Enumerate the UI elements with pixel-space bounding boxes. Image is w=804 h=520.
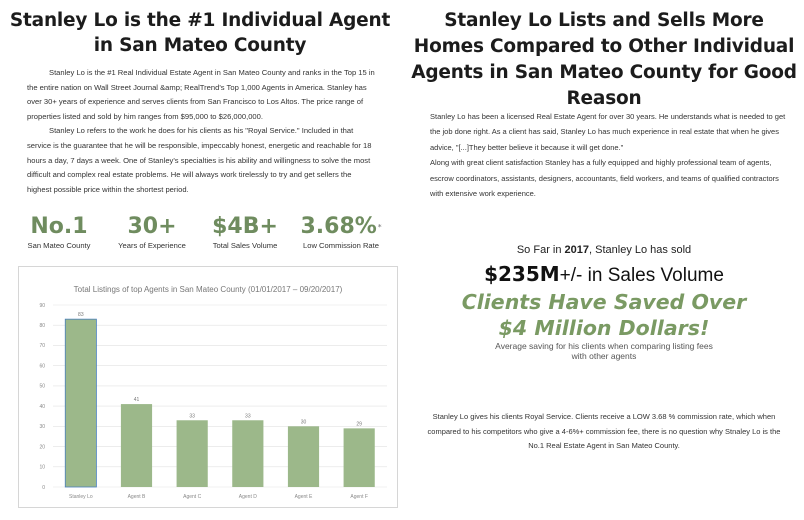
y-tick-label: 90 [39, 303, 45, 309]
chart-bar [120, 404, 153, 487]
stat-experience-value: 30+ [127, 214, 177, 239]
stat-sales-volume-value: $4B+ [212, 214, 278, 239]
stat-experience: 30+ Years of Experience [108, 214, 196, 252]
stat-sales-volume-label: Total Sales Volume [212, 241, 278, 250]
left-column: Stanley Lo is the #1 Individual Agent in… [0, 0, 400, 520]
bar-value-label: 41 [134, 397, 140, 403]
y-tick-label: 80 [39, 323, 45, 329]
y-tick-label: 50 [39, 384, 45, 390]
right-heading: Stanley Lo Lists and Sells More Homes Co… [411, 10, 797, 109]
bar-value-label: 33 [189, 413, 195, 419]
stats-row: No.1 San Mateo County 30+ Years of Exper… [16, 214, 396, 254]
royal-service-paragraph: Stanley Lo gives his clients Royal Servi… [427, 412, 781, 450]
category-label: Agent B [128, 494, 146, 500]
right-intro: Stanley Lo has been a licensed Real Esta… [430, 109, 790, 201]
category-label: Agent E [295, 494, 313, 500]
stat-commission-value: 3.68%* [292, 214, 390, 240]
category-label: Agent D [239, 494, 257, 500]
stat-commission-marker: * [377, 223, 382, 231]
chart-bar [64, 318, 97, 488]
stat-commission-label: Low Commission Rate [303, 241, 379, 250]
sales-suffix: +/- in Sales Volume [559, 265, 724, 286]
bar-value-label: 33 [245, 413, 251, 419]
sofar-suffix: , Stanley Lo has sold [589, 244, 692, 256]
category-label: Stanley Lo [69, 494, 93, 500]
y-tick-label: 20 [39, 444, 45, 450]
y-tick-label: 0 [42, 485, 45, 491]
sofar-line: So Far in 2017, Stanley Lo has sold [404, 244, 804, 256]
sales-volume-line: $235M+/- in Sales Volume [404, 262, 804, 288]
left-paragraph-1: Stanley Lo is the #1 Real Individual Est… [27, 68, 375, 121]
category-label: Agent C [183, 494, 201, 500]
chart-plot: 0 10 20 30 40 50 60 70 80 90 83 Stanley Lo 41 Agent B… [39, 303, 387, 500]
chart-bar [287, 426, 320, 487]
stat-sales-volume: $4B+ Total Sales Volume [202, 214, 288, 252]
category-label: Agent F [350, 494, 368, 500]
stat-experience-label: Years of Experience [118, 241, 186, 250]
average-saving-note: Average saving for his clients when comp… [495, 341, 713, 361]
right-paragraph-2: Along with great client satisfaction Sta… [430, 158, 779, 199]
stat-rank-label: San Mateo County [27, 241, 91, 250]
y-tick-label: 30 [39, 424, 45, 430]
savings-headline: Clients Have Saved Over $4 Million Dolla… [404, 289, 804, 341]
y-tick-label: 70 [39, 343, 45, 349]
bar-value-label: 30 [301, 419, 307, 425]
left-paragraph-2: Stanley Lo refers to the work he does fo… [27, 126, 372, 194]
y-tick-label: 40 [39, 404, 45, 410]
y-tick-label: 10 [39, 465, 45, 471]
stat-rank: No.1 San Mateo County [16, 214, 102, 252]
chart-title: Total Listings of top Agents in San Mate… [73, 285, 343, 294]
chart-bar [343, 428, 375, 487]
savings-line-1: Clients Have Saved Over [461, 290, 747, 314]
listings-chart: Total Listings of top Agents in San Mate… [18, 266, 398, 508]
chart-bar [232, 420, 264, 487]
stat-rank-value: No.1 [30, 214, 88, 239]
sofar-prefix: So Far in [516, 244, 565, 256]
left-intro: Stanley Lo is the #1 Real Individual Est… [27, 66, 377, 197]
right-column: Stanley Lo Lists and Sells More Homes Co… [404, 0, 804, 520]
right-paragraph-1: Stanley Lo has been a licensed Real Esta… [430, 112, 786, 152]
chart-bar [176, 420, 208, 487]
stat-commission-number: 3.68% [300, 214, 377, 239]
savings-line-2: $4 Million Dollars! [498, 316, 710, 340]
y-tick-label: 60 [39, 363, 45, 369]
sales-amount: $235M [484, 262, 560, 286]
stat-commission: 3.68%* Low Commission Rate [292, 214, 390, 252]
sofar-year: 2017 [564, 244, 590, 256]
bar-value-label: 83 [78, 312, 84, 318]
bar-value-label: 29 [356, 421, 362, 427]
left-heading: Stanley Lo is the #1 Individual Agent in… [9, 10, 391, 56]
